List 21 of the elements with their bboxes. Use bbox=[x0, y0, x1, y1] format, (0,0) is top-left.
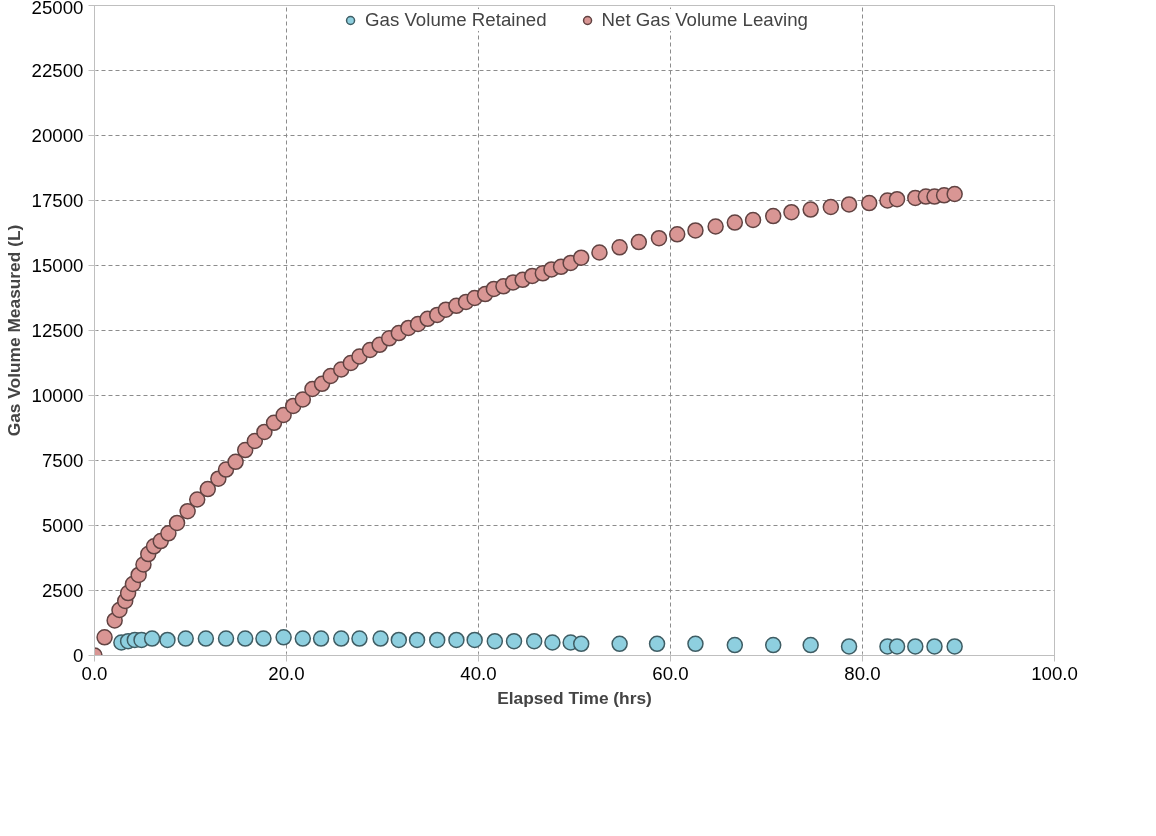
y-tick-label: 15000 bbox=[31, 255, 84, 276]
y-tick-label: 0 bbox=[73, 645, 84, 666]
x-tick-label: 40.0 bbox=[460, 662, 497, 684]
x-tick-label: 100.0 bbox=[1031, 662, 1078, 684]
x-tick-label: 0.0 bbox=[81, 662, 108, 684]
y-tick-label: 12500 bbox=[31, 320, 84, 341]
y-axis-title: Gas Volume Measured (L) bbox=[3, 224, 24, 437]
y-tick-label: 7500 bbox=[42, 450, 84, 471]
x-tick-label: 80.0 bbox=[844, 662, 881, 684]
y-tick-label: 2500 bbox=[42, 580, 84, 601]
legend-label: Gas Volume Retained bbox=[365, 9, 547, 31]
y-tick-label: 20000 bbox=[31, 125, 84, 146]
y-tick-label: 22500 bbox=[31, 60, 84, 81]
y-tick-label: 25000 bbox=[31, 0, 84, 18]
x-tick-label: 20.0 bbox=[268, 662, 305, 684]
x-axis-title: Elapsed Time (hrs) bbox=[497, 687, 652, 708]
y-tick-label: 17500 bbox=[31, 190, 84, 211]
x-tick-label: 60.0 bbox=[652, 662, 689, 684]
y-tick-label: 10000 bbox=[31, 385, 84, 406]
legend-label: Net Gas Volume Leaving bbox=[601, 9, 808, 31]
y-tick-label: 5000 bbox=[42, 515, 84, 536]
